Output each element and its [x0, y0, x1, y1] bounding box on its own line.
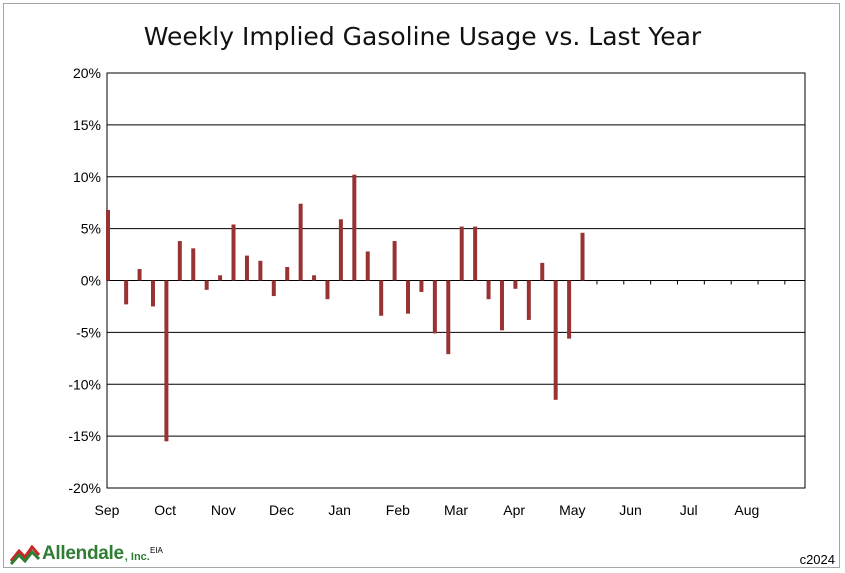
copyright-label: c2024 — [799, 552, 835, 567]
bar — [526, 280, 531, 320]
x-tick-label: Jun — [619, 502, 642, 518]
bar — [352, 174, 357, 281]
bar — [419, 280, 424, 292]
y-tick-label: 10% — [73, 169, 101, 185]
bar — [540, 262, 545, 281]
y-tick-label: 0% — [81, 273, 101, 289]
bar — [446, 280, 451, 355]
bar — [204, 280, 209, 290]
y-tick-label: -5% — [76, 324, 101, 340]
bar — [553, 280, 558, 400]
x-tick-label: Oct — [154, 502, 176, 518]
y-tick-label: -10% — [68, 376, 101, 392]
grid-layer — [106, 72, 806, 489]
allendale-logo: Allendale , Inc. — [10, 543, 150, 565]
bar — [137, 269, 142, 281]
bar — [379, 280, 384, 316]
x-tick-label: Feb — [386, 502, 410, 518]
bar — [244, 255, 249, 281]
x-tick-label: Dec — [269, 502, 294, 518]
bar — [150, 280, 155, 307]
bar — [177, 241, 182, 281]
bar-layer — [106, 174, 585, 442]
bar — [285, 267, 290, 281]
bar — [271, 280, 276, 297]
allendale-logo-icon — [10, 544, 40, 565]
bar — [406, 280, 411, 314]
bar — [365, 251, 370, 281]
x-tick-label: Aug — [734, 502, 759, 518]
bar — [218, 275, 223, 281]
x-tick-label: Jul — [680, 502, 698, 518]
y-tick-label: 15% — [73, 117, 101, 133]
bar — [191, 248, 196, 281]
bar — [258, 260, 263, 281]
logo-text: Allendale — [42, 543, 124, 564]
bar — [459, 226, 464, 281]
y-tick-label: -20% — [68, 480, 101, 496]
bar — [392, 241, 397, 281]
source-label: EIA — [150, 546, 163, 555]
bar — [567, 280, 572, 339]
bar — [298, 203, 303, 281]
bar — [432, 280, 437, 334]
x-tick-label: Nov — [211, 502, 236, 518]
bar — [312, 275, 317, 281]
y-tick-label: 20% — [73, 65, 101, 81]
bar — [164, 280, 169, 442]
x-tick-label: May — [559, 502, 585, 518]
bar — [580, 232, 585, 281]
bar — [486, 280, 491, 300]
y-tick-label: -15% — [68, 428, 101, 444]
axis-layer: 20% 15% 10% 5% 0% -5% -10% -15% -20% Sep Oct Nov Dec… — [68, 65, 786, 518]
chart-title: Weekly Implied Gasoline Usage vs. Last Y… — [143, 22, 702, 51]
bar — [231, 224, 236, 281]
bar — [499, 280, 504, 331]
x-tick-label: Jan — [328, 502, 351, 518]
bar — [106, 209, 110, 281]
logo-suffix: , Inc. — [124, 551, 150, 563]
bar — [473, 226, 478, 281]
y-tick-label: 5% — [81, 221, 101, 237]
bar — [325, 280, 330, 300]
bar — [338, 219, 343, 281]
bar — [513, 280, 518, 289]
bar — [124, 280, 129, 305]
x-tick-label: Sep — [95, 502, 120, 518]
x-tick-label: Mar — [444, 502, 468, 518]
x-tick-label: Apr — [503, 502, 525, 518]
